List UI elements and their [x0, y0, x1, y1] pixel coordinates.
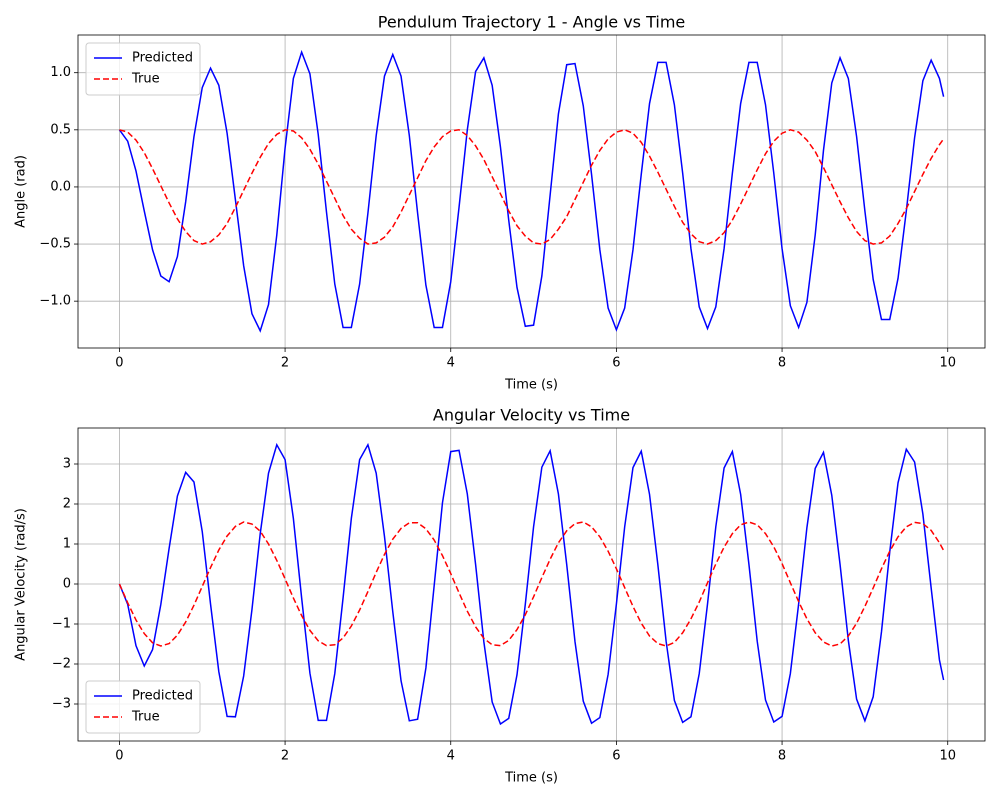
x-tick-label: 8 — [778, 356, 786, 371]
y-tick-label: 0 — [63, 577, 71, 592]
legend-box — [85, 680, 201, 734]
chart-title: Angular Velocity vs Time — [433, 406, 630, 425]
x-tick-label: 10 — [939, 356, 956, 371]
y-axis-label: Angle (rad) — [14, 155, 29, 228]
axes-frame — [77, 427, 986, 742]
y-tick-label: −0.5 — [39, 237, 71, 252]
x-tick-label: 2 — [281, 356, 289, 371]
legend-label: True — [131, 72, 160, 87]
plot-area — [78, 35, 985, 348]
y-tick-label: 3 — [63, 457, 71, 472]
y-tick-label: 2 — [63, 497, 71, 512]
x-axis-label: Time (s) — [504, 771, 558, 786]
y-tick-label: −3 — [52, 697, 71, 712]
legend-box — [85, 42, 201, 96]
y-tick-label: 1 — [63, 537, 71, 552]
y-tick-label: 1.0 — [50, 65, 71, 80]
y-tick-label: 0.5 — [50, 122, 71, 137]
line-series — [118, 521, 945, 647]
x-tick-label: 6 — [612, 749, 620, 764]
x-tick-label: 4 — [447, 356, 455, 371]
legend: Predicted True — [85, 680, 201, 734]
legend-label: Predicted — [132, 51, 193, 66]
chart-title: Pendulum Trajectory 1 - Angle vs Time — [378, 13, 686, 32]
line-series — [118, 49, 945, 333]
x-tick-label: 0 — [115, 749, 123, 764]
x-tick-label: 8 — [778, 749, 786, 764]
y-axis-label: Angular Velocity (rad/s) — [14, 508, 29, 661]
y-tick-label: 0.0 — [50, 179, 71, 194]
legend-label: Predicted — [132, 689, 193, 704]
line-series — [118, 442, 945, 726]
plot-area — [78, 428, 985, 741]
x-axis-label: Time (s) — [504, 378, 558, 393]
legend-label: True — [131, 710, 160, 725]
x-tick-label: 2 — [281, 749, 289, 764]
axes-frame — [77, 34, 986, 349]
y-tick-label: −1 — [52, 617, 71, 632]
line-series — [119, 129, 945, 245]
x-tick-label: 4 — [447, 749, 455, 764]
y-tick-label: −2 — [52, 657, 71, 672]
y-tick-label: −1.0 — [39, 294, 71, 309]
x-tick-label: 0 — [115, 356, 123, 371]
x-tick-label: 10 — [939, 749, 956, 764]
legend: Predicted True — [85, 42, 201, 96]
x-tick-label: 6 — [612, 356, 620, 371]
